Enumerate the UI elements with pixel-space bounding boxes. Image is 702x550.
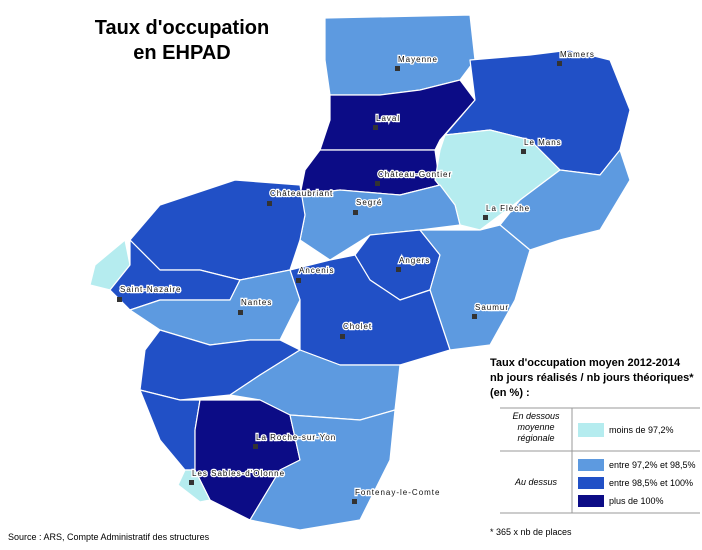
place-marker [395,66,400,71]
title: en EHPAD [133,42,230,64]
legend: Taux d'occupation moyen 2012-2014 nb jou… [490,357,700,514]
legend-item: moins de 97,2% [609,425,674,435]
place-label: Le Mans [524,138,562,147]
region [419,224,531,351]
place-marker [189,480,194,485]
place-label: La Roche-sur-Yon [256,433,336,442]
place-marker [375,181,380,186]
place-marker [296,278,301,283]
place-marker [340,334,345,339]
place-label: Saint-Nazaire [120,285,181,294]
legend-group: régionale [517,433,554,443]
legend-group: En dessous [512,411,560,421]
source: Source : ARS, Compte Administratif des s… [8,532,210,542]
place-label: Les Sables-d'Olonne [192,469,285,478]
place-label: Mamers [560,50,595,59]
legend-swatch [578,477,604,489]
legend-title: Taux d'occupation moyen 2012-2014 [490,357,681,369]
place-label: Segré [356,198,382,207]
place-label: Château-Gontier [378,170,452,179]
place-label: La Flèche [486,204,530,213]
place-marker [521,149,526,154]
place-label: Saumur [475,303,509,312]
places: Mayenne Mamers Laval Le Mans Château-Gontier… [117,49,595,504]
place-label: Châteaubriant [270,189,333,198]
place-marker [472,314,477,319]
place-label: Fontenay-le-Comte [355,488,440,497]
place-marker [373,125,378,130]
legend-title: nb jours réalisés / nb jours théoriques* [490,372,694,384]
place-label: Cholet [343,322,372,331]
legend-swatch [578,495,604,507]
place-marker [352,499,357,504]
place-marker [483,215,488,220]
legend-title: (en %) : [490,387,530,399]
legend-group: moyenne [517,422,554,432]
place-marker [238,310,243,315]
place-marker [253,444,258,449]
region [177,469,211,503]
region [499,149,631,251]
footnote: * 365 x nb de places [490,527,572,537]
place-marker [267,201,272,206]
title: Taux d'occupation [95,17,269,39]
legend-item: entre 97,2% et 98,5% [609,460,696,470]
region [249,409,396,531]
place-marker [557,61,562,66]
region [139,389,201,471]
legend-group: Au dessus [514,477,558,487]
legend-swatch [578,459,604,471]
place-label: Laval [376,114,400,123]
place-marker [396,267,401,272]
place-label: Angers [399,256,430,265]
regions [89,14,631,531]
region [319,79,476,151]
legend-item: entre 98,5% et 100% [609,478,693,488]
place-label: Nantes [241,298,272,307]
place-marker [117,297,122,302]
legend-item: plus de 100% [609,496,664,506]
place-marker [353,210,358,215]
legend-swatch [578,423,604,437]
place-label: Ancenis [299,266,334,275]
place-label: Mayenne [398,55,438,64]
